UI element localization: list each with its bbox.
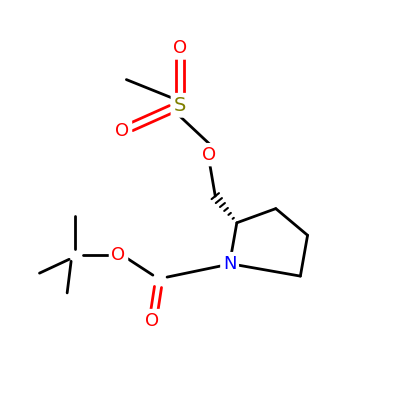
Text: O: O: [145, 311, 159, 330]
Text: O: O: [115, 122, 130, 140]
Text: O: O: [173, 39, 187, 57]
Text: N: N: [223, 255, 236, 273]
Text: S: S: [173, 96, 186, 115]
Text: O: O: [111, 246, 126, 265]
Text: O: O: [202, 146, 216, 164]
